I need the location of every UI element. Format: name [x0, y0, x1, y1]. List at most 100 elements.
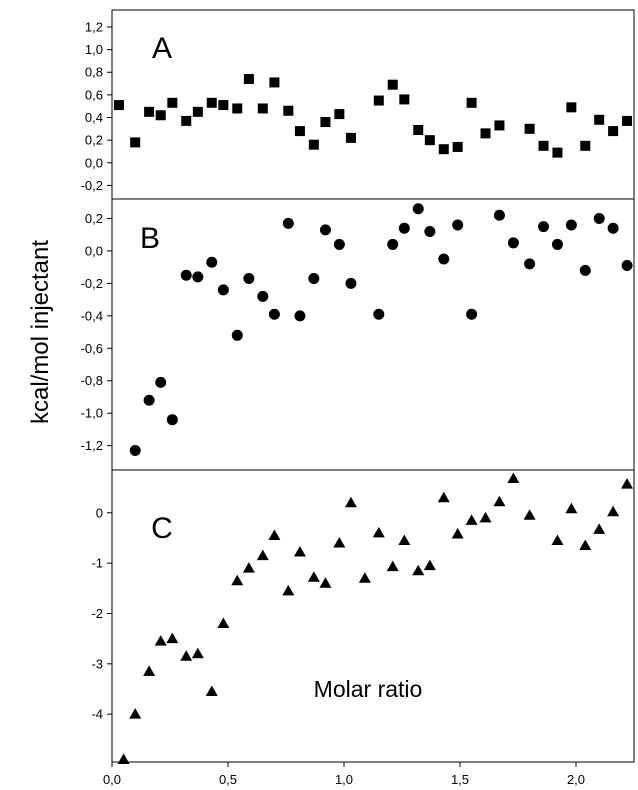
- data-point-c: [231, 574, 244, 586]
- panel-label-c: C: [151, 512, 173, 545]
- data-point-c: [621, 478, 634, 489]
- data-point-a: [399, 94, 410, 105]
- y-tick-label: -0,4: [81, 308, 103, 323]
- data-point-c: [412, 564, 425, 576]
- y-tick-label: 0,0: [85, 243, 103, 258]
- y-tick-label: 1,2: [85, 19, 103, 34]
- data-point-a: [113, 100, 124, 111]
- data-point-b: [452, 219, 464, 231]
- data-point-b: [438, 253, 450, 265]
- data-point-a: [413, 124, 424, 135]
- data-point-a: [452, 141, 463, 152]
- panel-label-b: B: [140, 222, 160, 255]
- data-point-b: [155, 376, 167, 388]
- y-tick-label: -1,2: [81, 438, 103, 453]
- data-point-b: [143, 394, 155, 406]
- data-point-b: [579, 264, 591, 276]
- data-point-a: [155, 110, 166, 121]
- data-point-c: [293, 546, 306, 557]
- panel-frame-a: [111, 9, 635, 200]
- y-tick-label: -0,6: [81, 341, 103, 356]
- data-point-a: [622, 115, 633, 126]
- panel-frame-c: [111, 469, 635, 763]
- y-tick-label: 0,2: [85, 211, 103, 226]
- data-point-b: [243, 273, 255, 285]
- data-point-a: [257, 103, 268, 114]
- data-point-c: [143, 665, 156, 676]
- data-point-b: [565, 219, 577, 231]
- y-tick-label: 0,8: [85, 65, 103, 80]
- x-tick-label: 1,0: [335, 772, 353, 787]
- data-point-b: [294, 310, 306, 322]
- data-point-a: [608, 126, 619, 137]
- y-tick-label: -0,8: [81, 373, 103, 388]
- data-point-c: [451, 527, 464, 539]
- y-tick-label: 0,0: [85, 155, 103, 170]
- data-point-c: [129, 708, 142, 719]
- data-point-a: [334, 109, 345, 120]
- data-point-a: [387, 79, 398, 90]
- data-point-b: [192, 271, 204, 283]
- data-point-a: [218, 100, 229, 111]
- data-point-a: [167, 97, 178, 108]
- data-point-a: [438, 144, 449, 155]
- data-point-b: [493, 209, 505, 221]
- data-point-c: [579, 539, 592, 551]
- data-point-c: [256, 549, 269, 561]
- data-point-b: [180, 269, 192, 281]
- data-point-b: [308, 273, 320, 285]
- data-point-c: [358, 572, 371, 583]
- data-point-a: [552, 147, 563, 158]
- data-point-c: [507, 472, 520, 484]
- data-point-b: [507, 237, 519, 249]
- molar-ratio-annotation: Molar ratio: [314, 676, 423, 702]
- data-point-a: [232, 103, 243, 114]
- data-point-c: [217, 617, 230, 629]
- y-tick-label: 1,0: [85, 42, 103, 57]
- data-point-c: [319, 577, 332, 588]
- data-point-a: [294, 126, 305, 137]
- y-tick-label: 0,2: [85, 133, 103, 148]
- data-point-a: [466, 97, 477, 108]
- data-point-b: [257, 290, 269, 302]
- data-point-a: [130, 137, 141, 148]
- data-point-b: [166, 414, 178, 426]
- data-point-b: [412, 203, 424, 215]
- data-point-c: [423, 559, 436, 571]
- data-point-a: [424, 135, 435, 146]
- data-point-b: [607, 222, 619, 234]
- y-tick-label: -0,2: [81, 178, 103, 193]
- data-point-c: [180, 650, 193, 661]
- data-point-b: [268, 308, 280, 320]
- y-tick-label: 0,6: [85, 87, 103, 102]
- data-point-a: [580, 140, 591, 151]
- y-tick-label: 0: [96, 505, 103, 520]
- data-point-c: [398, 534, 411, 545]
- data-point-b: [333, 238, 345, 250]
- data-point-b: [217, 284, 229, 296]
- data-point-a: [594, 114, 605, 125]
- y-tick-label: -0,2: [81, 276, 103, 291]
- data-point-c: [117, 753, 130, 764]
- data-point-b: [398, 222, 410, 234]
- y-tick-label: -1: [91, 556, 103, 571]
- x-tick-label: 0,5: [219, 772, 237, 787]
- data-point-c: [166, 632, 179, 644]
- y-tick-label: 0,4: [85, 110, 103, 125]
- data-point-a: [181, 115, 192, 126]
- data-point-c: [344, 496, 357, 508]
- data-point-c: [307, 571, 320, 582]
- data-point-b: [373, 308, 385, 320]
- data-point-a: [320, 117, 331, 128]
- data-point-a: [480, 128, 491, 139]
- data-point-c: [372, 526, 385, 538]
- data-point-c: [479, 511, 492, 523]
- data-point-c: [465, 514, 478, 525]
- data-point-a: [144, 106, 155, 117]
- y-tick-label: -2: [91, 606, 103, 621]
- data-point-a: [269, 77, 280, 88]
- data-point-a: [206, 97, 217, 108]
- data-point-b: [538, 221, 550, 233]
- x-tick-label: 0,0: [103, 772, 121, 787]
- data-point-a: [192, 106, 203, 117]
